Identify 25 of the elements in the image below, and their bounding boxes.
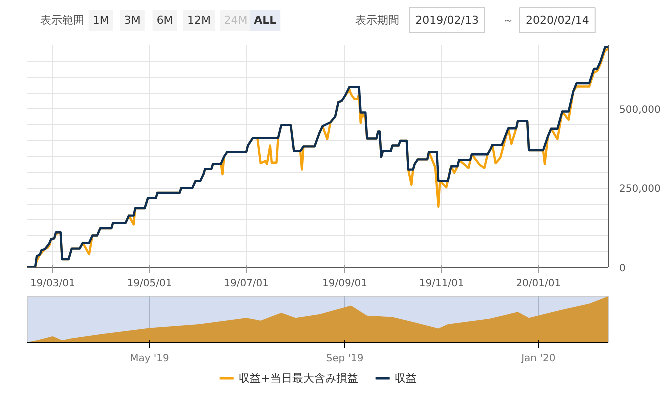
x-tick-label: 19/03/01 bbox=[30, 278, 76, 290]
text: 表示期間 bbox=[356, 14, 400, 27]
text: 24M bbox=[224, 14, 248, 27]
text: 3M bbox=[124, 14, 141, 27]
legend-label: 収益+当日最大含み損益 bbox=[239, 372, 358, 385]
text: ～ bbox=[502, 14, 514, 27]
text: 6M bbox=[156, 14, 174, 27]
x-tick-label: 19/09/01 bbox=[322, 278, 368, 290]
x-tick-label: 19/05/01 bbox=[127, 278, 172, 290]
text: 1M bbox=[92, 14, 110, 27]
y-tick-label: 0 bbox=[620, 264, 626, 274]
x-tick-label: 19/11/01 bbox=[419, 278, 464, 290]
y-tick-label: 250,000 bbox=[620, 184, 661, 196]
text: 2020/02/14 bbox=[526, 14, 590, 27]
x-tick-label: 20/01/01 bbox=[516, 278, 562, 290]
legend-label: 収益 bbox=[395, 372, 418, 385]
x-tick-label: May '19 bbox=[130, 354, 170, 364]
text: 2019/02/13 bbox=[416, 14, 479, 27]
x-tick-label: Jan '20 bbox=[520, 354, 556, 364]
x-tick-label: Sep '19 bbox=[326, 354, 364, 364]
y-tick-label: 500,000 bbox=[620, 104, 661, 116]
text: 12M bbox=[187, 14, 211, 27]
text: ALL bbox=[254, 14, 277, 27]
text: 表示範囲 bbox=[40, 14, 84, 27]
x-tick-label: 19/07/01 bbox=[224, 278, 270, 290]
